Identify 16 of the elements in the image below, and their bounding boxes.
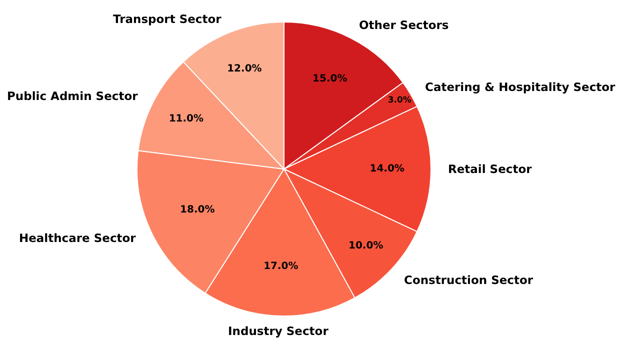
slice-label: Healthcare Sector — [19, 231, 136, 245]
slice-label: Transport Sector — [113, 12, 222, 26]
data-label: 11.0% — [168, 114, 204, 125]
slice-label: Catering & Hospitality Sector — [425, 80, 616, 94]
slice-label: Other Sectors — [359, 18, 449, 32]
data-label: 14.0% — [370, 164, 404, 174]
data-label: 10.0% — [348, 240, 384, 252]
slice-label: Retail Sector — [448, 162, 532, 176]
data-label: 15.0% — [312, 73, 348, 84]
slice-label: Public Admin Sector — [7, 89, 138, 103]
data-label: 12.0% — [227, 64, 262, 75]
slice-label: Industry Sector — [228, 324, 329, 338]
data-label: 3.0% — [388, 94, 412, 105]
data-label: 18.0% — [180, 204, 215, 216]
slice-label: Construction Sector — [404, 273, 534, 287]
data-label: 17.0% — [264, 260, 298, 272]
